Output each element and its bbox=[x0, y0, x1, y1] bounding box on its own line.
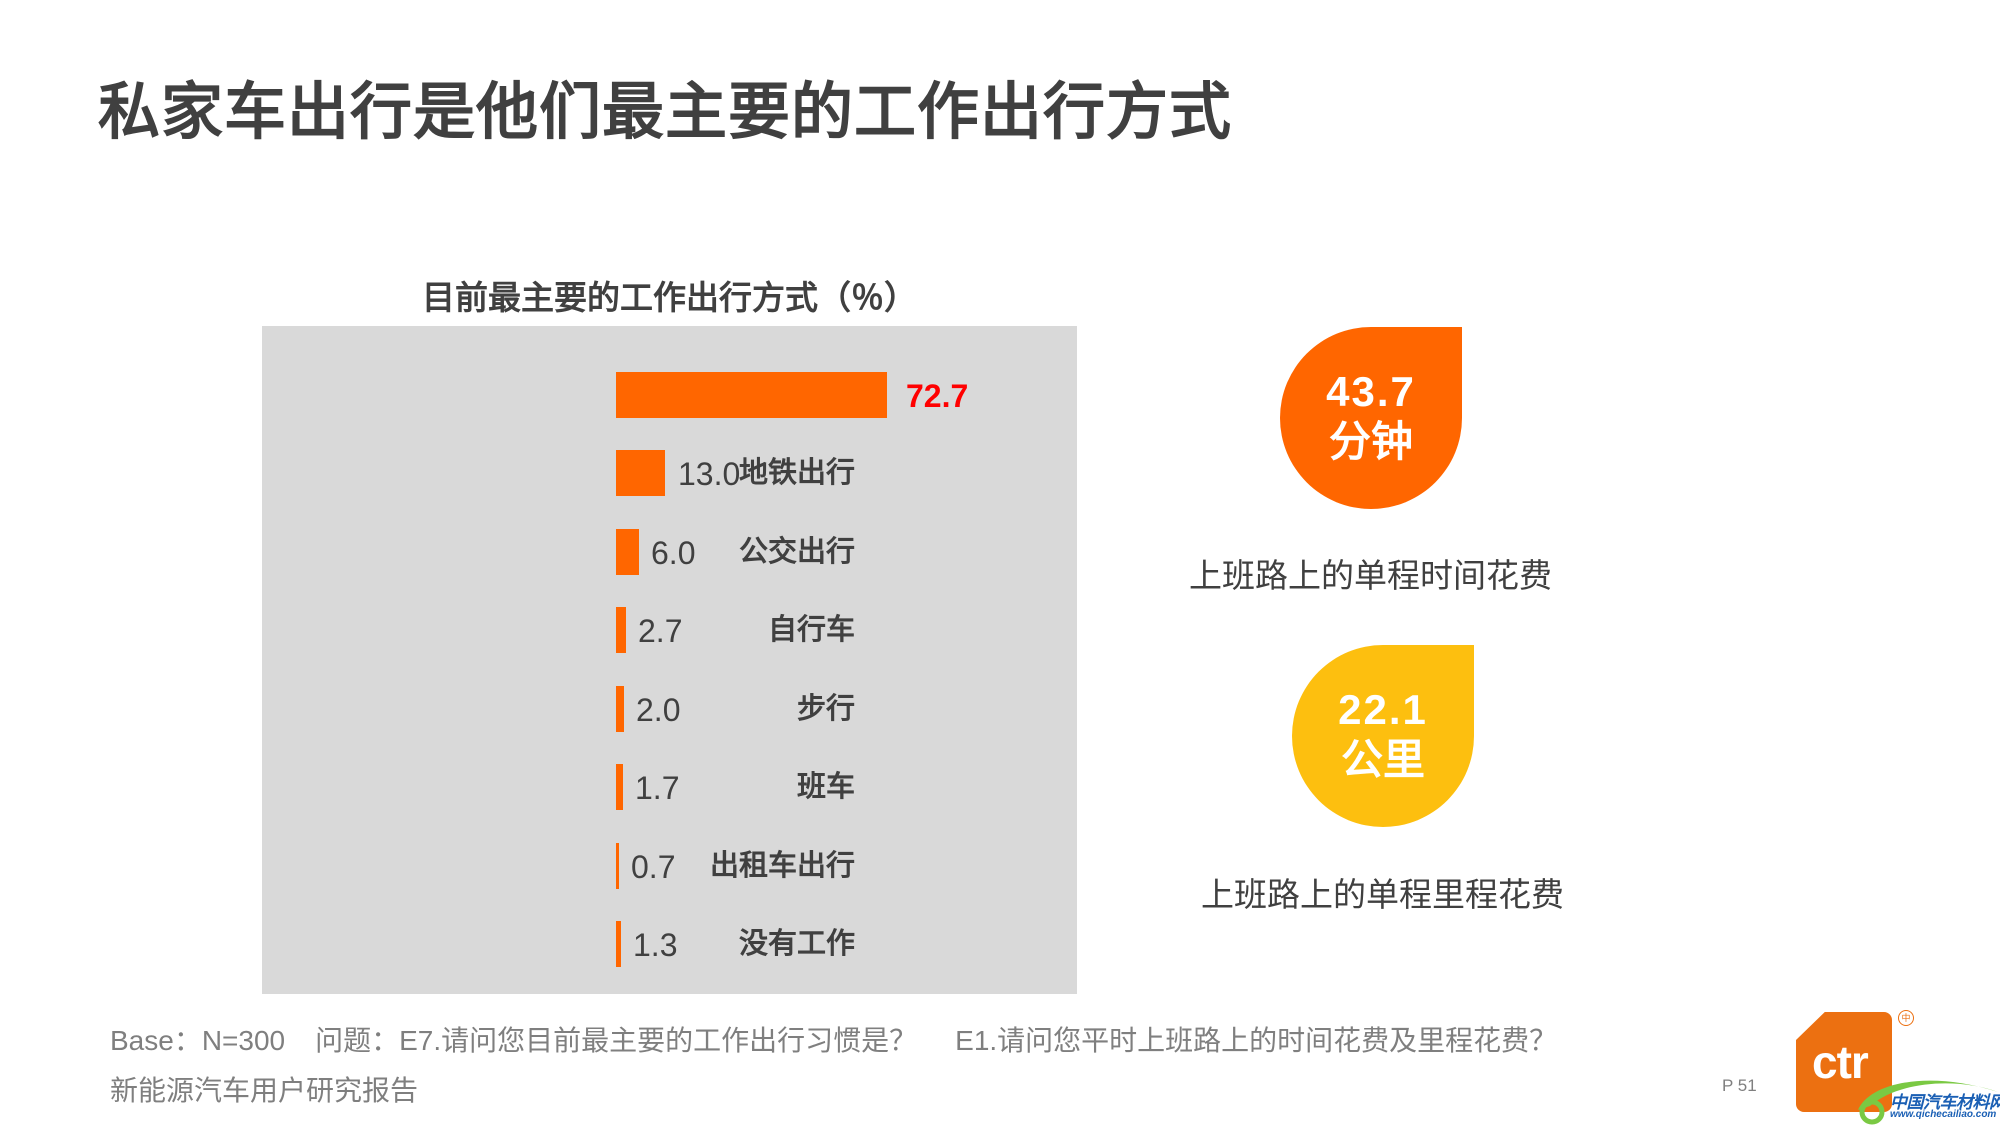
bar-row: 自行车 2.7 bbox=[262, 607, 1077, 653]
bar-chart-panel: 私家车出行 72.7 地铁出行 13.0 公交出行 6.0 自行车 2.7 步行… bbox=[262, 326, 1077, 994]
footnote: Base：N=300 问题：E7.请问您目前最主要的工作出行习惯是？ E1.请问您平… bbox=[110, 1023, 1557, 1059]
bar bbox=[616, 372, 887, 418]
bar-value: 6.0 bbox=[651, 535, 696, 571]
bar-label: 自行车 bbox=[767, 614, 855, 646]
commute-distance-value: 22.1 bbox=[1338, 686, 1428, 733]
bar bbox=[616, 843, 619, 889]
bar-value: 0.7 bbox=[631, 849, 676, 885]
bar-value: 13.0 bbox=[678, 456, 741, 492]
ctr-logo-text: ctr bbox=[1812, 1036, 1869, 1088]
bar-row: 私家车出行 72.7 bbox=[262, 372, 1077, 418]
bar-label: 地铁出行 bbox=[738, 457, 855, 489]
commute-distance-caption: 上班路上的单程里程花费 bbox=[1201, 876, 1564, 913]
registered-mark-icon: 中 bbox=[1898, 1010, 1914, 1026]
bar bbox=[616, 529, 639, 575]
commute-time-drop: 43.7 分钟 bbox=[1280, 327, 1462, 509]
bar-value: 1.3 bbox=[633, 927, 678, 963]
bar-row: 步行 2.0 bbox=[262, 686, 1077, 732]
bar bbox=[616, 607, 626, 653]
commute-time-caption: 上班路上的单程时间花费 bbox=[1189, 557, 1552, 594]
watermark-logo: 中国汽车材料网 www.qichecailiao.com bbox=[1850, 1070, 2000, 1125]
bar-row: 班车 1.7 bbox=[262, 764, 1077, 810]
commute-time-value: 43.7 bbox=[1326, 368, 1416, 415]
footnote-question-e1: E1.请问您平时上班路上的时间花费及里程花费？ bbox=[955, 1025, 1558, 1056]
footnote-base: Base：N=300 bbox=[110, 1025, 286, 1056]
bar-row: 公交出行 6.0 bbox=[262, 529, 1077, 575]
watermark-name: 中国汽车材料网 bbox=[1890, 1093, 2000, 1112]
bar-label: 出租车出行 bbox=[709, 850, 855, 882]
bar-value: 1.7 bbox=[635, 770, 680, 806]
commute-time-unit: 分钟 bbox=[1328, 418, 1413, 465]
commute-distance-unit: 公里 bbox=[1340, 736, 1425, 783]
bar-label: 没有工作 bbox=[738, 928, 855, 960]
bar-label: 班车 bbox=[796, 771, 855, 803]
bar-value: 2.0 bbox=[636, 692, 681, 728]
bar bbox=[616, 450, 665, 496]
bar-value: 72.7 bbox=[906, 378, 969, 414]
chart-title: 目前最主要的工作出行方式（％） bbox=[422, 279, 917, 316]
page-number: P 51 bbox=[1722, 1076, 1757, 1095]
bar bbox=[616, 764, 623, 810]
bar bbox=[616, 686, 624, 732]
watermark-url: www.qichecailiao.com bbox=[1890, 1109, 1997, 1120]
bar-value: 2.7 bbox=[638, 613, 683, 649]
commute-distance-drop: 22.1 公里 bbox=[1292, 645, 1474, 827]
bar-row: 出租车出行 0.7 bbox=[262, 843, 1077, 889]
bar-label: 公交出行 bbox=[738, 536, 855, 568]
bar bbox=[616, 921, 621, 967]
car-swoosh-icon bbox=[1858, 1080, 1998, 1125]
page-title: 私家车出行是他们最主要的工作出行方式 bbox=[98, 78, 1233, 147]
bar-row: 没有工作 1.3 bbox=[262, 921, 1077, 967]
footnote-question-e7: 问题：E7.请问您目前最主要的工作出行习惯是？ bbox=[315, 1025, 918, 1056]
bar-label: 步行 bbox=[796, 693, 855, 725]
bar-row: 地铁出行 13.0 bbox=[262, 450, 1077, 496]
report-name: 新能源汽车用户研究报告 bbox=[110, 1075, 419, 1106]
